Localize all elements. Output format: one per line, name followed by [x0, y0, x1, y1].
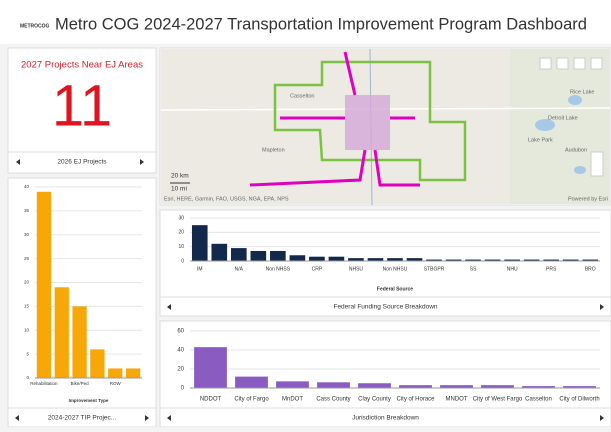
x-tick-label: SS	[470, 266, 477, 272]
map-region	[510, 49, 610, 204]
bar[interactable]	[108, 368, 122, 378]
y-tick-label: 10	[24, 327, 30, 332]
lake	[574, 166, 586, 174]
bar[interactable]	[235, 377, 268, 388]
bar[interactable]	[270, 251, 286, 261]
urban-area	[345, 95, 390, 150]
map-label: Mapleton	[262, 147, 285, 153]
bar[interactable]	[358, 383, 391, 388]
y-tick-label: 15	[24, 304, 30, 309]
bar[interactable]	[231, 248, 247, 261]
panel-footer: Federal Funding Source Breakdown	[333, 304, 437, 311]
x-tick-label: BRO	[585, 266, 596, 272]
bar[interactable]	[72, 306, 86, 378]
bar[interactable]	[90, 349, 104, 378]
x-tick-label: City of Horace	[396, 397, 435, 403]
bar[interactable]	[194, 347, 227, 388]
bar[interactable]	[192, 225, 208, 261]
map-label: Rice Lake	[570, 89, 594, 95]
x-tick-label: ROW	[110, 381, 122, 386]
y-tick-label: 20	[178, 230, 184, 236]
bar[interactable]	[251, 251, 267, 261]
y-tick-label: 35	[24, 208, 30, 213]
x-tick-label: IM	[197, 266, 203, 272]
x-axis-title: Federal Source	[377, 286, 413, 292]
y-tick-label: 40	[177, 348, 184, 354]
x-axis-title: Improvement Type	[69, 398, 109, 403]
x-tick-label: CRP	[312, 266, 323, 272]
bar[interactable]	[329, 257, 345, 261]
lake	[568, 95, 582, 105]
bar[interactable]	[276, 381, 309, 388]
y-tick-label: 0	[181, 258, 184, 264]
indicator-footer: 2026 EJ Projects	[57, 159, 107, 166]
x-tick-label: MnDOT	[282, 397, 303, 403]
x-tick-label: NDDOT	[200, 397, 222, 403]
type-panel	[8, 178, 156, 427]
map-label: Detroit Lake	[548, 115, 578, 121]
y-tick-label: 25	[24, 256, 30, 261]
y-tick-label: 10	[178, 244, 184, 250]
bar[interactable]	[317, 382, 350, 388]
x-tick-label: City of Dilworth	[559, 397, 599, 403]
x-tick-label: NHSU	[349, 266, 364, 272]
scale-km: 20 km	[171, 173, 189, 180]
bar[interactable]	[55, 287, 69, 378]
x-tick-label: City of Fargo	[234, 397, 269, 403]
source-panel	[160, 210, 611, 316]
indicator-title: 2027 Projects Near EJ Areas	[21, 60, 143, 71]
map-home[interactable]	[540, 58, 551, 69]
dashboard: METROCOG Metro COG 2024-2027 Transportat…	[0, 0, 611, 427]
bar[interactable]	[126, 368, 140, 378]
y-tick-label: 60	[177, 329, 184, 335]
header-title: Metro COG 2024-2027 Transportation Impro…	[55, 15, 587, 33]
y-tick-label: 30	[24, 232, 30, 237]
panel-footer: 2024-2027 TIP Projec...	[48, 415, 117, 422]
map-label: Lake Park	[528, 137, 553, 143]
x-tick-label: Clay County	[358, 397, 391, 403]
x-tick-label: Bike/Ped	[71, 381, 90, 386]
map-legend[interactable]	[557, 58, 568, 69]
x-tick-label: STBGPR	[424, 266, 445, 272]
x-tick-label: Rehabilitation	[30, 381, 58, 386]
bar[interactable]	[211, 244, 227, 261]
x-tick-label: MNDOT	[446, 397, 468, 403]
x-tick-label: PRS	[546, 266, 557, 272]
bar[interactable]	[309, 257, 325, 261]
y-tick-label: 20	[177, 367, 184, 373]
x-tick-label: Non NHSU	[383, 266, 408, 272]
x-tick-label: City of West Fargo	[473, 397, 523, 403]
map-label: Audubon	[565, 147, 587, 153]
attribution: Esri, HERE, Garmin, FAO, USGS, NGA, EPA,…	[164, 196, 289, 202]
x-tick-label: NHU	[507, 266, 518, 272]
scale-mi: 10 mi	[171, 186, 187, 193]
map-zoom[interactable]	[591, 152, 603, 176]
map[interactable]: 20 km 10 mi Esri, HERE, Garmin, FAO, USG…	[161, 49, 610, 205]
map-label: Casselton	[290, 93, 314, 99]
y-tick-label: 30	[178, 215, 184, 221]
map-layers[interactable]	[574, 58, 585, 69]
powered-by: Powered by Esri	[568, 196, 608, 202]
panel-footer: Jurisdiction Breakdown	[352, 415, 419, 422]
x-tick-label: N/A	[235, 266, 244, 272]
x-tick-label: Cass County	[316, 397, 350, 403]
y-tick-label: 20	[24, 280, 30, 285]
x-tick-label: Casselton	[525, 397, 552, 403]
x-tick-label: Non NHSS	[266, 266, 291, 272]
bar[interactable]	[290, 255, 306, 261]
map-basemap[interactable]	[591, 58, 602, 69]
bar[interactable]	[37, 192, 51, 378]
jurisdiction-panel	[160, 321, 611, 427]
y-tick-label: 40	[24, 184, 30, 189]
indicator-value: 11	[52, 73, 112, 138]
logo: METROCOG	[20, 23, 50, 29]
